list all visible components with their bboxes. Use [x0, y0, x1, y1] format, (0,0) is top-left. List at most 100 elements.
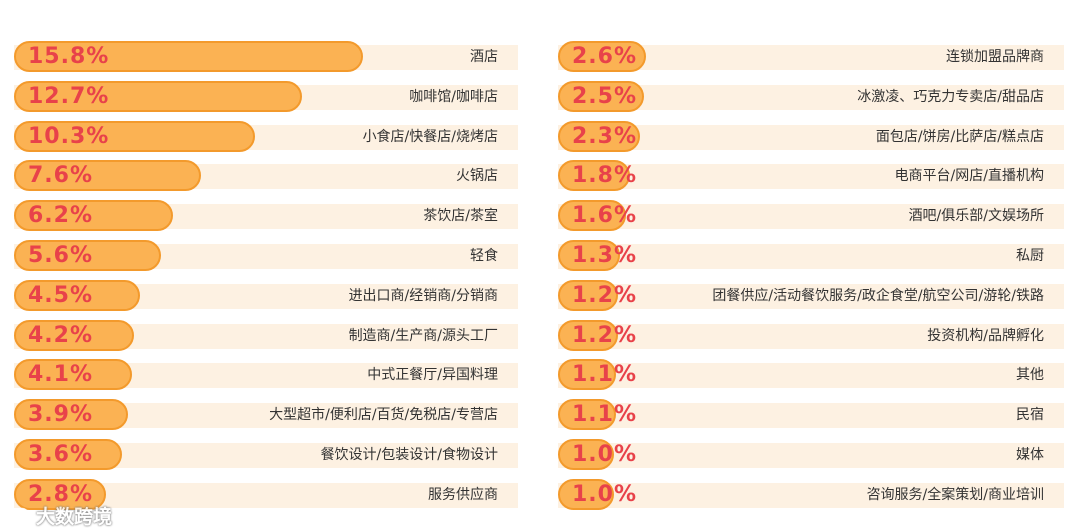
bar-value-label: 1.0%: [572, 481, 638, 507]
bar-value-label: 3.6%: [28, 441, 94, 467]
bar-row-left-3: 10.3% 小食店/快餐店/烧烤店: [14, 120, 518, 152]
bar: [14, 359, 132, 391]
bar-row-right-10: 1.1% 民宿: [558, 399, 1064, 431]
bar-value-label: 15.8%: [28, 44, 110, 69]
category-label: 大型超市/便利店/百货/免税店/专营店: [269, 407, 498, 424]
bar-track: [558, 482, 1064, 508]
watermark-logo-icon: [4, 507, 30, 523]
bar: [14, 478, 106, 510]
bar-value-label: 1.1%: [572, 362, 638, 388]
category-label: 投资机构/品牌孵化: [927, 327, 1044, 344]
bar-row-right-4: 1.8% 电商平台/网店/直播机构: [558, 160, 1064, 192]
bar: [14, 279, 140, 311]
bar: [14, 200, 173, 232]
bar: [14, 438, 122, 470]
bar-value-label: 1.2%: [572, 322, 638, 348]
bar-value-label: 2.3%: [572, 123, 638, 149]
bar-row-right-1: 2.6% 连锁加盟品牌商: [558, 41, 1064, 72]
bar: [14, 239, 161, 271]
bar-row-left-11: 3.6% 餐饮设计/包装设计/食物设计: [14, 438, 518, 470]
bar: [14, 41, 363, 72]
bar: [558, 438, 614, 470]
bar-track: [558, 403, 1064, 429]
category-label: 轻食: [470, 247, 498, 264]
bar: [558, 80, 644, 112]
bar-row-left-6: 5.6% 轻食: [14, 239, 518, 271]
bar: [14, 120, 255, 152]
bar-row-right-9: 1.1% 其他: [558, 359, 1064, 391]
bar-value-label: 2.6%: [572, 44, 638, 69]
right-column: 2.6% 连锁加盟品牌商 2.5% 冰激凌、巧克力专卖店/甜品店 2.3% 面包店/饼房/…: [558, 41, 1064, 519]
bar-value-label: 4.5%: [28, 282, 94, 308]
bar-row-left-7: 4.5% 进出口商/经销商/分销商: [14, 279, 518, 311]
category-label: 民宿: [1016, 407, 1044, 424]
bar-row-right-5: 1.6% 酒吧/俱乐部/文娱场所: [558, 200, 1064, 232]
bar-track: [558, 283, 1064, 309]
category-label: 茶饮店/茶室: [423, 208, 498, 225]
bar-row-right-7: 1.2% 团餐供应/活动餐饮服务/政企食堂/航空公司/游轮/铁路: [558, 279, 1064, 311]
bar-row-left-9: 4.1% 中式正餐厅/异国料理: [14, 359, 518, 391]
category-label: 进出口商/经销商/分销商: [348, 287, 498, 304]
bar: [14, 160, 201, 192]
bar: [558, 399, 616, 431]
watermark: 大数跨境: [4, 502, 112, 528]
bar-row-left-4: 7.6% 火锅店: [14, 160, 518, 192]
category-label: 面包店/饼房/比萨店/糕点店: [875, 128, 1044, 145]
category-label: 酒吧/俱乐部/文娱场所: [908, 208, 1044, 225]
category-label: 私厨: [1016, 247, 1044, 264]
bar: [558, 319, 618, 351]
category-label: 冰激凌、巧克力专卖店/甜品店: [857, 88, 1044, 105]
bar-value-label: 1.1%: [572, 402, 638, 428]
bar-value-label: 3.9%: [28, 402, 94, 428]
bar-row-right-6: 1.3% 私厨: [558, 239, 1064, 271]
category-label: 咖啡馆/咖啡店: [409, 88, 498, 105]
bar: [558, 41, 646, 72]
bar: [14, 319, 134, 351]
watermark-text: 大数跨境: [36, 505, 113, 528]
bar-value-label: 1.2%: [572, 282, 638, 308]
category-label: 电商平台/网店/直播机构: [894, 168, 1044, 185]
bar: [558, 239, 620, 271]
category-label: 中式正餐厅/异国料理: [367, 367, 498, 384]
bar-value-label: 1.0%: [572, 441, 638, 467]
bar: [14, 399, 128, 431]
category-label: 餐饮设计/包装设计/食物设计: [320, 446, 498, 463]
bar-value-label: 2.8%: [28, 481, 94, 507]
bar-row-left-5: 6.2% 茶饮店/茶室: [14, 200, 518, 232]
bar-row-right-11: 1.0% 媒体: [558, 438, 1064, 470]
bar-track: [558, 204, 1064, 230]
bar: [14, 80, 302, 112]
bar: [558, 478, 614, 510]
bar-value-label: 1.8%: [572, 163, 638, 189]
bar-track: [558, 442, 1064, 468]
bar-row-left-8: 4.2% 制造商/生产商/源头工厂: [14, 319, 518, 351]
bar-row-left-10: 3.9% 大型超市/便利店/百货/免税店/专营店: [14, 399, 518, 431]
category-label: 咨询服务/全案策划/商业培训: [866, 486, 1044, 503]
category-label: 火锅店: [456, 168, 498, 185]
bar-row-left-12: 2.8% 服务供应商: [14, 478, 518, 510]
bar-row-left-2: 12.7% 咖啡馆/咖啡店: [14, 80, 518, 112]
bar-track: [558, 124, 1064, 150]
bar-value-label: 1.3%: [572, 242, 638, 268]
bar-value-label: 4.2%: [28, 322, 94, 348]
category-label: 酒店: [470, 49, 498, 65]
bar-track: [558, 363, 1064, 389]
bar-value-label: 7.6%: [28, 163, 94, 189]
category-label: 小食店/快餐店/烧烤店: [362, 128, 498, 145]
left-column: 15.8% 酒店 12.7% 咖啡馆/咖啡店 10.3% 小食店/快餐店/烧烤店 7.6% 火…: [14, 41, 518, 519]
bar-row-right-2: 2.5% 冰激凌、巧克力专卖店/甜品店: [558, 80, 1064, 112]
bar: [558, 359, 616, 391]
bar-row-right-3: 2.3% 面包店/饼房/比萨店/糕点店: [558, 120, 1064, 152]
bar-row-right-12: 1.0% 咨询服务/全案策划/商业培训: [558, 478, 1064, 510]
category-label: 媒体: [1016, 446, 1044, 463]
category-label: 制造商/生产商/源头工厂: [348, 327, 498, 344]
bar-track: [558, 164, 1064, 190]
bar-value-label: 6.2%: [28, 203, 94, 229]
bar-value-label: 10.3%: [28, 123, 110, 149]
bar: [558, 200, 626, 232]
bar-track: [558, 323, 1064, 349]
bar-value-label: 12.7%: [28, 83, 110, 109]
bar-value-label: 2.5%: [572, 83, 638, 109]
bar-value-label: 1.6%: [572, 203, 638, 229]
bar: [558, 160, 630, 192]
